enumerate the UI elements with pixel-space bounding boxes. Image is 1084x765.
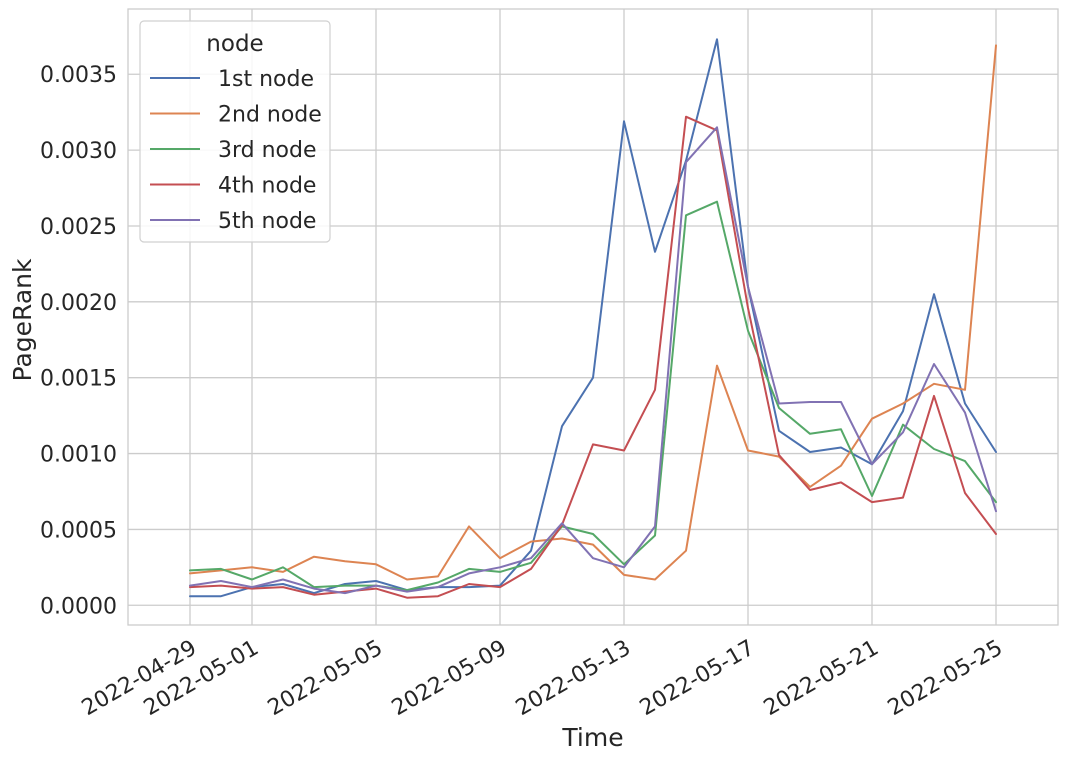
x-tick-label: 2022-05-13 [512, 636, 635, 722]
x-axis-label: Time [561, 723, 623, 752]
series-line-5th-node [189, 126, 997, 595]
series-line-3rd-node [189, 200, 997, 592]
legend-title: node [206, 31, 263, 57]
x-tick-label: 2022-05-09 [388, 636, 511, 722]
legend-box [139, 20, 331, 243]
series-lines [189, 38, 997, 599]
y-tick-label: 0.0020 [40, 291, 117, 316]
y-tick-label: 0.0030 [40, 139, 117, 164]
legend-label: 1st node [218, 67, 314, 92]
y-tick-label: 0.0005 [40, 518, 117, 543]
y-tick-label: 0.0015 [40, 367, 117, 392]
y-axis-label: PageRank [8, 258, 37, 382]
x-tick-label: 2022-05-17 [636, 636, 759, 722]
y-tick-label: 0.0010 [40, 443, 117, 468]
x-tick-label: 2022-05-05 [264, 636, 387, 722]
legend-items: 1st node 2nd node 3rd node 4th node 5th node [150, 67, 322, 234]
series-line-2nd-node [189, 44, 997, 581]
y-axis-ticks: 0.0000 0.0005 0.0010 0.0015 0.0020 0.0025 0.00… [40, 63, 117, 619]
legend-label: 4th node [218, 174, 316, 199]
legend-label: 3rd node [218, 138, 317, 163]
x-tick-label: 2022-05-21 [760, 636, 883, 722]
x-tick-label: 2022-05-25 [884, 636, 1007, 722]
y-tick-label: 0.0035 [40, 63, 117, 88]
y-tick-label: 0.0000 [40, 594, 117, 619]
y-tick-label: 0.0025 [40, 215, 117, 240]
legend-label: 2nd node [218, 103, 322, 128]
series-line-4th-node [189, 115, 997, 599]
legend-label: 5th node [218, 209, 316, 234]
legend: node 1st node 2nd node 3rd node 4th node 5th… [139, 20, 331, 243]
